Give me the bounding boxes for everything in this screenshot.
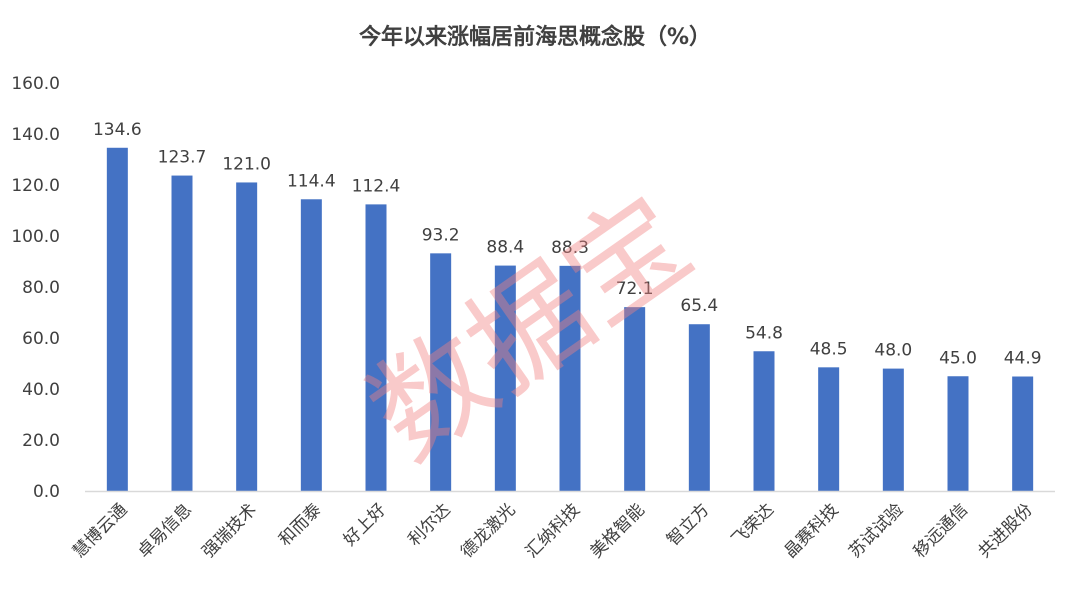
data-label: 121.0 [222,154,271,174]
bar [624,307,646,491]
data-label: 45.0 [939,348,977,368]
y-tick-label: 40.0 [22,380,60,400]
bars [106,147,1034,491]
data-label: 134.6 [93,120,142,140]
data-label: 44.9 [1004,349,1042,369]
chart-title: 今年以来涨幅居前海思概念股（%） [359,24,711,50]
bar [688,324,710,491]
y-tick-label: 160.0 [11,74,60,94]
data-label: 54.8 [745,323,783,343]
watermark: 数据宝 [345,170,714,486]
data-label: 93.2 [422,225,460,245]
bar [1012,376,1034,491]
x-axis: 慧博云通 卓易信息 强瑞技术 和而泰 好上好 利尔达 德龙激光 汇纳科技 美格智能 智立方 飞荣达晶… [69,499,1037,562]
y-tick-label: 80.0 [22,278,60,298]
x-tick-label: 德龙激光 [457,500,519,562]
data-label: 123.7 [158,148,207,168]
y-tick-label: 60.0 [22,329,60,349]
bar [882,368,904,491]
bar [236,182,258,491]
data-label: 88.4 [486,238,524,258]
bar [818,367,840,491]
x-tick-label: 好上好 [340,500,390,550]
y-tick-label: 0.0 [33,482,60,502]
data-label: 48.5 [810,339,848,359]
x-tick-label: 智立方 [663,500,713,550]
bar [559,265,581,491]
x-tick-label: 慧博云通 [69,500,131,562]
data-label: 48.0 [874,341,912,361]
bar [947,376,969,491]
x-tick-label: 卓易信息 [134,500,196,562]
y-tick-label: 140.0 [11,125,60,145]
y-tick-label: 100.0 [11,227,60,247]
data-labels: 134.6 123.7 121.0 114.4 112.4 93.2 88.4 88.3 72.… [93,120,1042,369]
data-label: 114.4 [287,171,336,191]
bar [430,253,452,491]
x-tick-label: 汇纳科技 [522,500,584,562]
bar [494,265,516,491]
bar [171,175,193,491]
y-axis: 0.0 20.0 40.0 60.0 80.0 100.0 120.0 140.0 160.0 [11,74,60,502]
bar [106,147,128,491]
bar [365,204,387,491]
bar [753,351,775,491]
x-tick-label: 晶赛科技 [780,499,843,562]
data-label: 112.4 [352,176,401,196]
x-tick-label: 共进股份 [975,500,1037,562]
x-tick-label: 和而泰 [275,500,325,550]
bar [300,199,322,491]
x-tick-label: 苏试试验 [845,500,907,562]
x-tick-label: 利尔达 [405,500,455,550]
x-tick-label: 飞荣达 [728,500,778,550]
y-tick-label: 120.0 [11,176,60,196]
x-tick-label: 强瑞技术 [199,500,261,562]
data-label: 65.4 [680,296,718,316]
data-label: 72.1 [616,279,654,299]
x-tick-label: 美格智能 [587,500,649,562]
y-tick-label: 20.0 [22,431,60,451]
x-tick-label: 移远通信 [910,500,972,562]
data-label: 88.3 [551,238,589,258]
